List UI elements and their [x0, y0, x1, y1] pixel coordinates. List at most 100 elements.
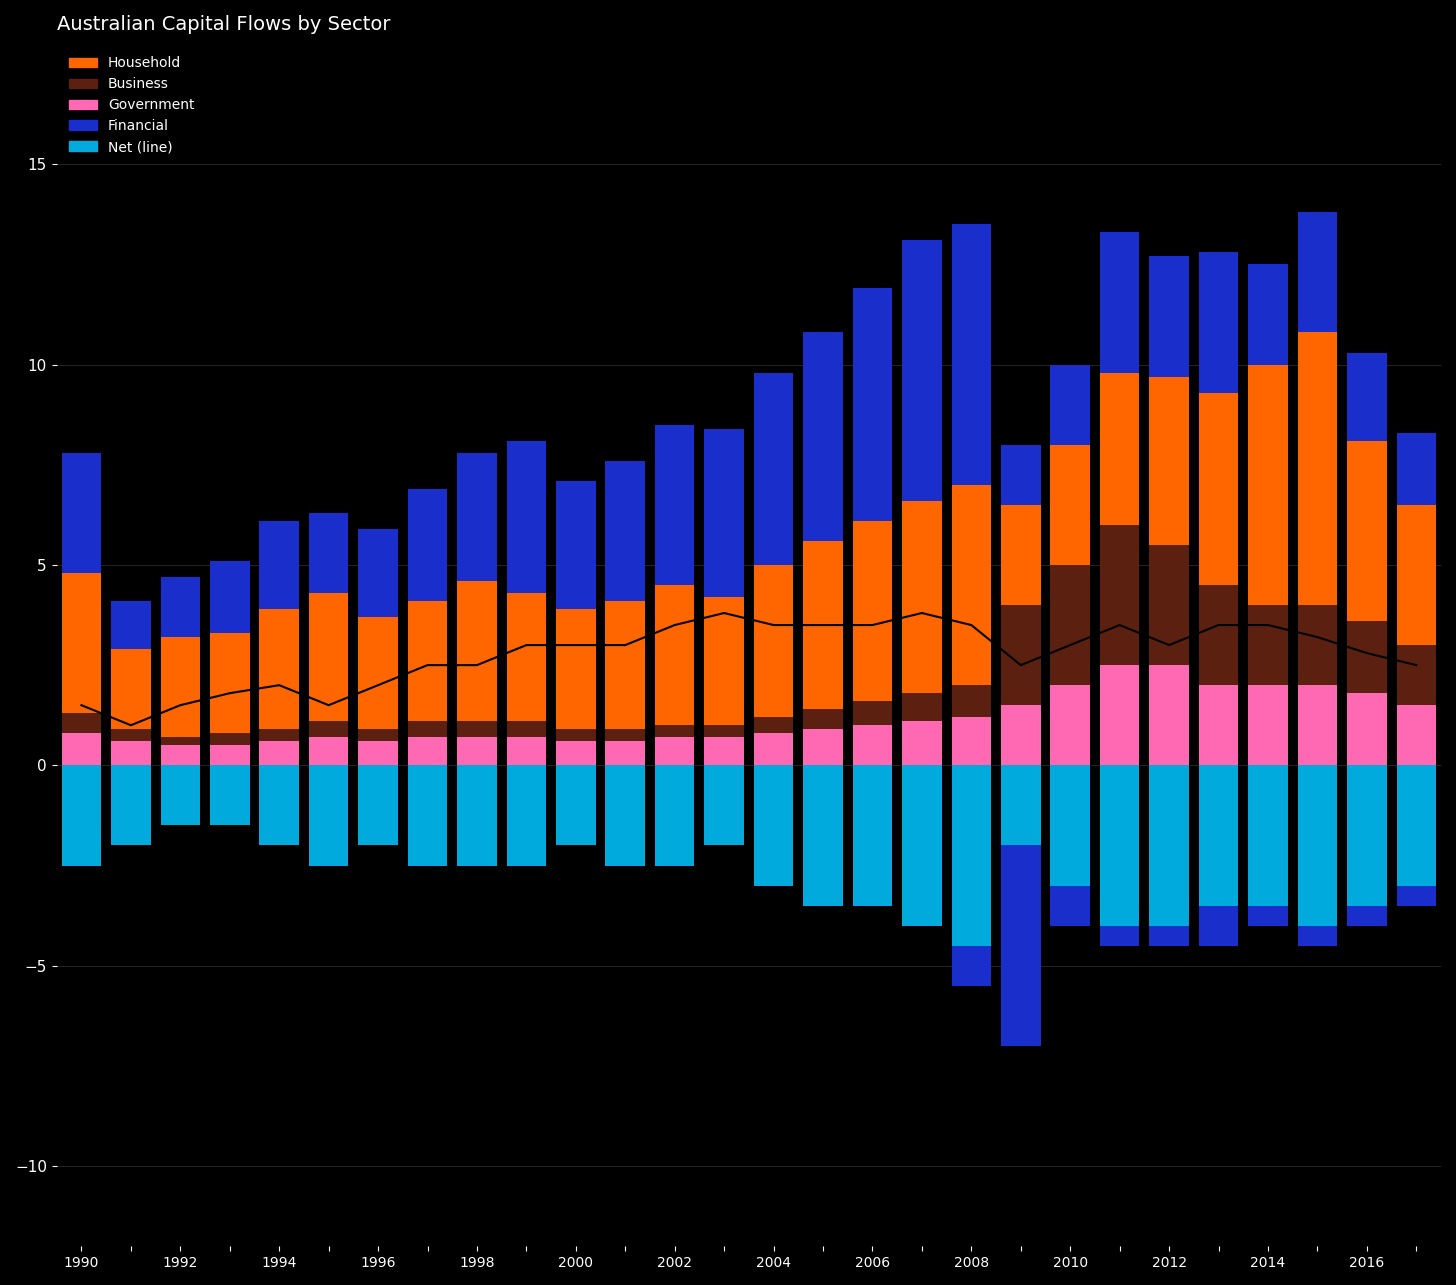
Bar: [754, 373, 794, 565]
Bar: [111, 601, 150, 649]
Bar: [457, 452, 496, 581]
Bar: [1099, 666, 1140, 766]
Bar: [1149, 545, 1190, 666]
Bar: [1297, 925, 1337, 946]
Bar: [1297, 605, 1337, 685]
Bar: [111, 649, 150, 730]
Bar: [952, 484, 992, 685]
Bar: [1198, 766, 1238, 906]
Bar: [1198, 252, 1238, 393]
Bar: [1297, 685, 1337, 766]
Bar: [1396, 645, 1436, 705]
Bar: [1248, 685, 1287, 766]
Bar: [210, 745, 249, 766]
Bar: [1248, 365, 1287, 605]
Bar: [1396, 505, 1436, 645]
Bar: [1050, 365, 1091, 445]
Bar: [1347, 621, 1386, 693]
Bar: [1347, 441, 1386, 621]
Bar: [309, 513, 348, 592]
Bar: [358, 766, 397, 846]
Bar: [655, 424, 695, 585]
Bar: [111, 741, 150, 766]
Bar: [1248, 265, 1287, 365]
Bar: [309, 738, 348, 766]
Bar: [210, 734, 249, 745]
Bar: [309, 766, 348, 866]
Bar: [1050, 445, 1091, 565]
Bar: [804, 541, 843, 709]
Bar: [1000, 505, 1041, 605]
Bar: [853, 766, 893, 906]
Bar: [853, 520, 893, 702]
Bar: [1248, 906, 1287, 925]
Bar: [358, 741, 397, 766]
Bar: [210, 766, 249, 825]
Bar: [705, 725, 744, 738]
Bar: [804, 333, 843, 541]
Bar: [309, 592, 348, 721]
Bar: [457, 581, 496, 721]
Bar: [61, 766, 102, 866]
Bar: [61, 452, 102, 573]
Bar: [1050, 885, 1091, 925]
Bar: [1198, 906, 1238, 946]
Bar: [457, 721, 496, 738]
Bar: [606, 741, 645, 766]
Bar: [1099, 373, 1140, 524]
Bar: [1248, 605, 1287, 685]
Bar: [556, 730, 596, 741]
Bar: [1000, 766, 1041, 846]
Bar: [556, 481, 596, 609]
Bar: [507, 721, 546, 738]
Bar: [1347, 352, 1386, 441]
Bar: [1099, 524, 1140, 666]
Bar: [606, 730, 645, 741]
Bar: [358, 529, 397, 617]
Bar: [1396, 433, 1436, 505]
Bar: [160, 637, 199, 738]
Bar: [952, 946, 992, 986]
Bar: [160, 766, 199, 825]
Bar: [903, 693, 942, 721]
Bar: [1297, 766, 1337, 925]
Bar: [1050, 766, 1091, 885]
Bar: [1000, 705, 1041, 766]
Bar: [1297, 212, 1337, 333]
Bar: [1099, 766, 1140, 925]
Bar: [1396, 705, 1436, 766]
Bar: [804, 766, 843, 906]
Bar: [259, 766, 298, 846]
Bar: [507, 592, 546, 721]
Bar: [853, 288, 893, 520]
Bar: [61, 734, 102, 766]
Bar: [606, 766, 645, 866]
Bar: [111, 730, 150, 741]
Bar: [853, 702, 893, 725]
Bar: [655, 725, 695, 738]
Bar: [952, 766, 992, 946]
Bar: [61, 573, 102, 713]
Bar: [1149, 925, 1190, 946]
Bar: [210, 562, 249, 634]
Bar: [903, 721, 942, 766]
Bar: [259, 609, 298, 730]
Bar: [507, 441, 546, 592]
Bar: [457, 766, 496, 866]
Bar: [655, 766, 695, 866]
Bar: [111, 766, 150, 846]
Bar: [309, 721, 348, 738]
Bar: [903, 766, 942, 925]
Bar: [408, 601, 447, 721]
Bar: [408, 738, 447, 766]
Bar: [952, 685, 992, 717]
Bar: [655, 585, 695, 725]
Bar: [1347, 693, 1386, 766]
Bar: [655, 738, 695, 766]
Bar: [705, 429, 744, 598]
Bar: [903, 501, 942, 693]
Bar: [408, 721, 447, 738]
Bar: [160, 745, 199, 766]
Bar: [754, 717, 794, 734]
Bar: [259, 741, 298, 766]
